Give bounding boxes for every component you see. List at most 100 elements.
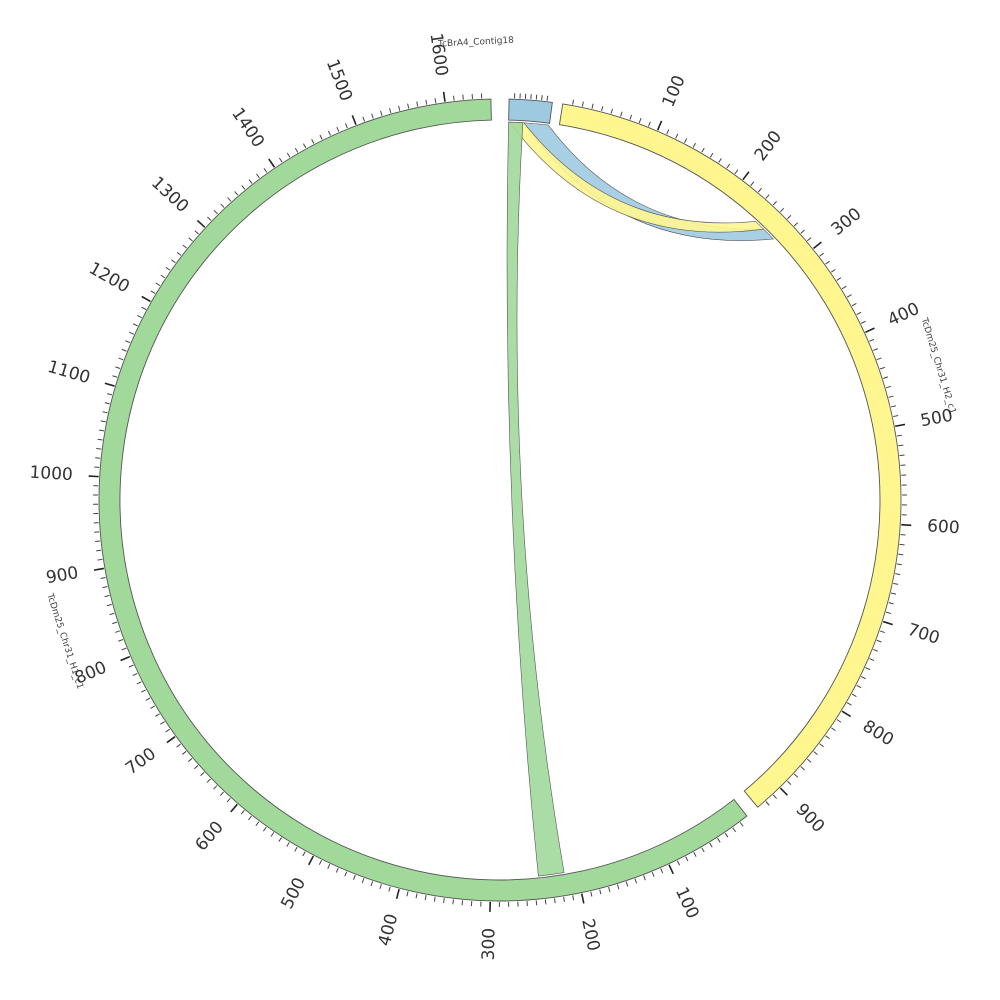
minor-tick — [319, 134, 323, 140]
minor-tick — [248, 179, 253, 184]
minor-tick — [118, 639, 124, 642]
minor-tick — [793, 222, 799, 227]
minor-tick — [685, 856, 689, 862]
minor-tick — [187, 758, 193, 763]
minor-tick — [879, 366, 885, 370]
tick-label: 900 — [791, 800, 828, 837]
minor-tick — [876, 639, 882, 643]
minor-tick — [389, 108, 392, 114]
minor-tick — [772, 794, 777, 799]
ideogram-h2 — [558, 103, 902, 808]
minor-tick — [97, 438, 103, 441]
minor-tick — [895, 573, 901, 576]
tick-label: 1500 — [322, 56, 356, 104]
minor-tick — [398, 105, 401, 111]
minor-tick — [757, 187, 762, 193]
minor-tick — [800, 766, 805, 771]
major-tick — [351, 115, 357, 125]
tick-label: 400 — [885, 299, 923, 331]
major-tick — [580, 893, 585, 904]
minor-tick — [608, 886, 611, 893]
minor-tick — [779, 207, 785, 213]
major-tick — [895, 423, 906, 428]
minor-tick — [434, 98, 437, 104]
minor-tick — [165, 728, 170, 733]
minor-tick — [424, 895, 427, 901]
minor-tick — [194, 230, 199, 235]
major-tick — [93, 567, 105, 571]
minor-tick — [825, 735, 830, 740]
minor-tick — [255, 821, 260, 826]
minor-tick — [213, 210, 218, 215]
minor-tick — [294, 147, 299, 153]
minor-tick — [856, 311, 862, 315]
minor-tick — [118, 357, 124, 361]
minor-tick — [121, 647, 127, 651]
tick-label: 1100 — [45, 357, 92, 388]
minor-tick — [893, 415, 899, 418]
minor-tick — [96, 549, 102, 552]
minor-tick — [219, 791, 225, 796]
minor-tick — [718, 158, 722, 163]
segment-label-h2: TcDm25_Chr31_H2_c1 — [918, 316, 957, 415]
minor-tick — [182, 244, 187, 249]
major-tick — [779, 787, 788, 796]
minor-tick — [734, 169, 739, 175]
tick-label: 300 — [828, 204, 866, 240]
minor-tick — [846, 294, 852, 298]
minor-tick — [883, 376, 889, 379]
major-tick — [230, 803, 238, 813]
minor-tick — [371, 113, 374, 119]
minor-tick — [302, 851, 306, 857]
minor-tick — [128, 664, 134, 668]
minor-tick — [651, 871, 655, 877]
major-tick — [656, 120, 663, 131]
minor-tick — [425, 99, 428, 105]
minor-tick — [452, 899, 454, 905]
minor-tick — [193, 765, 199, 770]
minor-tick — [563, 896, 565, 902]
minor-tick — [666, 129, 670, 135]
minor-tick — [851, 302, 857, 307]
major-tick — [813, 241, 822, 250]
minor-tick — [361, 878, 365, 884]
minor-tick — [675, 133, 679, 139]
minor-tick — [896, 563, 902, 566]
minor-tick — [112, 375, 118, 378]
minor-tick — [888, 395, 894, 398]
minor-tick — [336, 126, 340, 132]
major-tick — [442, 91, 446, 102]
minor-tick — [765, 801, 770, 806]
minor-tick — [599, 889, 602, 895]
minor-tick — [765, 194, 770, 199]
minor-tick — [620, 111, 623, 117]
minor-tick — [380, 110, 383, 116]
major-tick — [882, 620, 893, 626]
major-tick — [120, 655, 131, 662]
minor-tick — [772, 201, 777, 206]
minor-tick — [692, 142, 697, 148]
ideogram-h1 — [98, 98, 748, 902]
minor-tick — [800, 229, 805, 234]
minor-tick — [899, 543, 905, 546]
minor-tick — [200, 771, 205, 777]
tick-label: 1200 — [85, 259, 132, 298]
labels-layer: TcBrA4_Contig18 100 200 300 400 500 600 700 800 9… — [29, 32, 960, 961]
tick-label: 200 — [751, 127, 787, 165]
minor-tick — [546, 95, 549, 101]
minor-tick — [311, 138, 315, 144]
minor-tick — [581, 101, 584, 107]
minor-tick — [836, 719, 842, 723]
minor-tick — [278, 837, 282, 842]
ideogram-contig18 — [508, 98, 553, 124]
tick-label: 200 — [577, 917, 603, 953]
minor-tick — [141, 306, 147, 310]
minor-tick — [724, 832, 729, 838]
minor-tick — [109, 612, 115, 616]
minor-tick — [132, 672, 138, 677]
minor-tick — [885, 385, 891, 389]
minor-tick — [896, 434, 902, 437]
minor-tick — [610, 108, 613, 114]
minor-tick — [648, 121, 651, 127]
